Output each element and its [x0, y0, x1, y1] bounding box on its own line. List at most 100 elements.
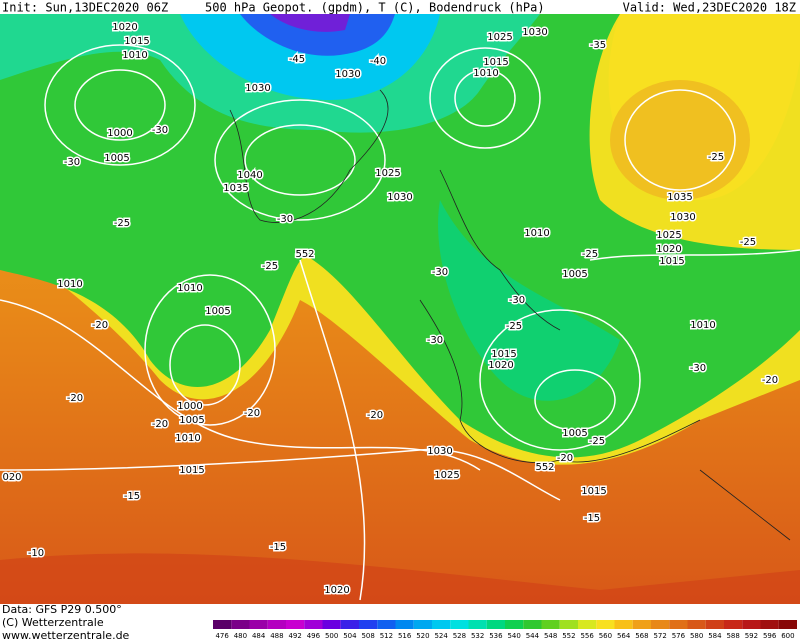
- colorbar-swatch: [559, 620, 578, 629]
- map-label: 1010: [177, 283, 202, 294]
- colorbar-label: 548: [544, 632, 557, 640]
- colorbar-label: 560: [599, 632, 612, 640]
- colorbar-label: 580: [690, 632, 703, 640]
- colorbar-swatch: [340, 620, 359, 629]
- colorbar-label: 512: [380, 632, 393, 640]
- colorbar-label: 552: [562, 632, 575, 640]
- map-label: 1040: [237, 170, 262, 181]
- colorbar-label: 520: [416, 632, 429, 640]
- map-label: -20: [152, 419, 168, 430]
- colorbar-swatch: [450, 620, 469, 629]
- map-label: 1030: [245, 83, 270, 94]
- map-label: 1005: [205, 306, 230, 317]
- map-label: 1025: [656, 230, 681, 241]
- map-label: -25: [582, 249, 598, 260]
- map-label: -20: [557, 453, 573, 464]
- map-label: 1010: [473, 68, 498, 79]
- footer-line: (C) Wetterzentrale: [2, 616, 104, 629]
- map-label: 1030: [387, 192, 412, 203]
- map-label: -45: [289, 54, 305, 65]
- colorbar-swatch: [213, 620, 232, 629]
- map-label: 1010: [57, 279, 82, 290]
- colorbar-swatch: [742, 620, 761, 629]
- colorbar-label: 496: [307, 632, 321, 640]
- colorbar-label: 544: [526, 632, 540, 640]
- footer-line: Data: GFS P29 0.500°: [2, 603, 122, 616]
- colorbar-swatch: [687, 620, 706, 629]
- map-label: -30: [427, 335, 443, 346]
- map-label: 1030: [522, 27, 547, 38]
- map-label: -20: [92, 320, 108, 331]
- colorbar-swatch: [541, 620, 560, 629]
- coastlines: [229, 89, 791, 541]
- colorbar-swatch: [724, 620, 743, 629]
- map-label: 1030: [335, 69, 360, 80]
- colorbar-swatch: [486, 620, 505, 629]
- colorbar-swatch: [377, 620, 396, 629]
- colorbar-swatch: [249, 620, 268, 629]
- map-label: -10: [28, 548, 44, 559]
- map-label: 1020: [488, 360, 513, 371]
- map-label: -30: [509, 295, 525, 306]
- map-label: -25: [589, 436, 605, 447]
- colorbar: 476 480 484 488 492 496 500 504 508 512 516 520 524 5…: [213, 620, 797, 640]
- colorbar-label: 480: [234, 632, 247, 640]
- map-label: -30: [152, 125, 168, 136]
- footer-line: www.wetterzentrale.de: [2, 629, 130, 642]
- colorbar-label: 524: [434, 632, 448, 640]
- colorbar-label: 568: [635, 632, 648, 640]
- map-label: -20: [762, 375, 778, 386]
- colorbar-label: 596: [763, 632, 777, 640]
- map-label: 1015: [179, 465, 204, 476]
- map-label: 1005: [104, 153, 129, 164]
- colorbar-label: 488: [270, 632, 283, 640]
- colorbar-label: 556: [580, 632, 594, 640]
- map-label: -30: [690, 363, 706, 374]
- map-field: [0, 14, 800, 604]
- map-label: 1025: [375, 168, 400, 179]
- map-label: 1015: [124, 36, 149, 47]
- map-label: -25: [114, 218, 130, 229]
- colorbar-label: 592: [745, 632, 758, 640]
- map-label: -15: [124, 491, 140, 502]
- map-label: 1025: [487, 32, 512, 43]
- colorbar-label: 516: [398, 632, 412, 640]
- colorbar-swatch: [231, 620, 250, 629]
- colorbar-label: 576: [672, 632, 686, 640]
- map-title: 500 hPa Geopot. (gpdm), T (C), Bodendruc…: [205, 1, 545, 15]
- map-label: 1030: [427, 446, 452, 457]
- colorbar-swatch: [413, 620, 432, 629]
- colorbar-swatch: [778, 620, 797, 629]
- colorbar-label: 500: [325, 632, 338, 640]
- colorbar-label: 540: [507, 632, 520, 640]
- map-label: 1035: [667, 192, 692, 203]
- colorbar-swatch: [505, 620, 524, 629]
- map-label: -15: [584, 513, 600, 524]
- colorbar-swatch: [651, 620, 670, 629]
- map-label: 1010: [175, 433, 200, 444]
- map-label: 1020: [112, 22, 137, 33]
- colorbar-swatch: [304, 620, 323, 629]
- labels-layer: 1020 1015 1010 1000 1005 -30 -30 -25 1010 -20 1010…: [1, 21, 780, 598]
- colorbar-swatch: [760, 620, 779, 629]
- map-label: 1010: [524, 228, 549, 239]
- map-label: -25: [506, 321, 522, 332]
- colorbar-label: 564: [617, 632, 631, 640]
- map-label: 1025: [434, 470, 459, 481]
- colorbar-label: 600: [781, 632, 794, 640]
- colorbar-swatch: [578, 620, 597, 629]
- map-label: -30: [432, 267, 448, 278]
- map-label: 552: [535, 462, 554, 473]
- map-label: -20: [244, 408, 260, 419]
- map-label: -20: [367, 410, 383, 421]
- map-label: 1000: [177, 401, 202, 412]
- map-label: 552: [295, 249, 314, 260]
- colorbar-swatch: [596, 620, 615, 629]
- colorbar-label: 532: [471, 632, 484, 640]
- colorbar-label: 584: [708, 632, 722, 640]
- map-label: -25: [740, 237, 756, 248]
- colorbar-swatch: [322, 620, 341, 629]
- map-label: 1015: [581, 486, 606, 497]
- valid-time: Valid: Wed,23DEC2020 18Z: [623, 1, 796, 15]
